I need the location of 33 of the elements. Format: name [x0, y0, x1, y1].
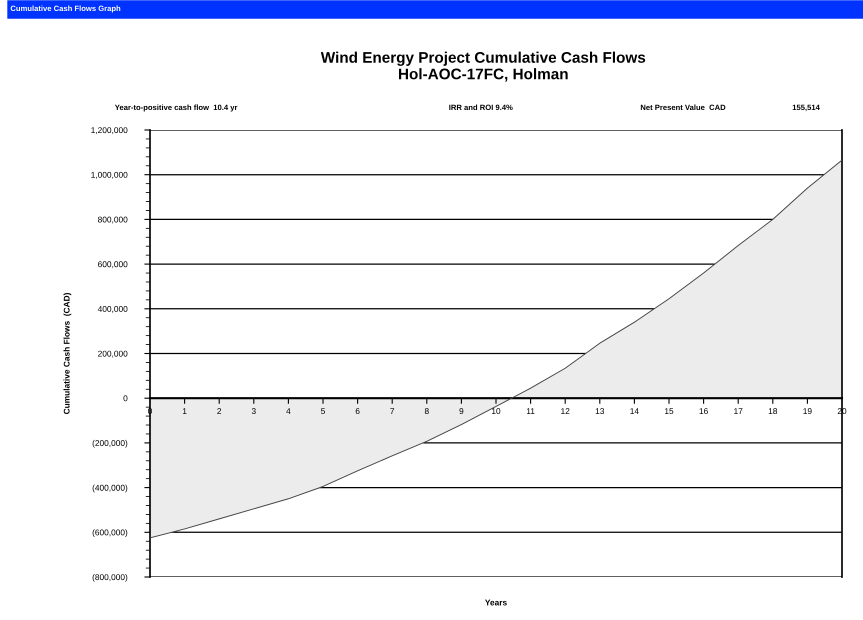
y-tick-label: (600,000): [92, 529, 128, 538]
y-axis-title: Cumulative Cash Flows (CAD): [63, 293, 72, 414]
x-tick-label: 10: [492, 408, 500, 414]
x-tick-label: 12: [561, 408, 570, 414]
x-tick-label: 19: [803, 408, 812, 414]
y-tick-label: 1,000,000: [91, 172, 128, 179]
x-tick-label: 14: [630, 408, 639, 414]
x-tick-label: 16: [700, 408, 708, 414]
x-tick-label: 1: [182, 408, 187, 414]
x-tick-label: 17: [734, 408, 742, 414]
y-tick-label: 1,200,000: [91, 127, 128, 134]
y-tick-label: (200,000): [92, 440, 128, 448]
y-tick-label: 0: [123, 395, 128, 402]
x-tick-label: 18: [768, 408, 778, 414]
x-axis-title: Years: [485, 600, 507, 606]
y-tick-label: 200,000: [98, 350, 128, 358]
y-tick-label: 400,000: [98, 306, 128, 313]
x-tick-label: 6: [356, 408, 360, 414]
x-tick-label: 7: [390, 408, 394, 414]
x-tick-label: 8: [424, 408, 429, 414]
x-tick-label: 2: [217, 408, 222, 414]
y-tick-label: 600,000: [98, 261, 128, 268]
x-tick-label: 3: [252, 408, 256, 414]
y-tick-label: 800,000: [98, 216, 128, 224]
chart-title: Wind Energy Project Cumulative Cash Flows Hol-AOC-17FC, Holman: [320, 52, 646, 82]
y-tick-label: (400,000): [92, 484, 128, 492]
x-tick-label: 15: [665, 408, 674, 414]
y-tick-label: (800,000): [92, 574, 128, 582]
x-tick-label: 9: [459, 408, 464, 414]
x-tick-label: 11: [526, 408, 535, 414]
x-tick-label: 13: [596, 408, 604, 414]
x-tick-label: 5: [321, 408, 325, 414]
x-tick-label: 4: [286, 408, 290, 414]
